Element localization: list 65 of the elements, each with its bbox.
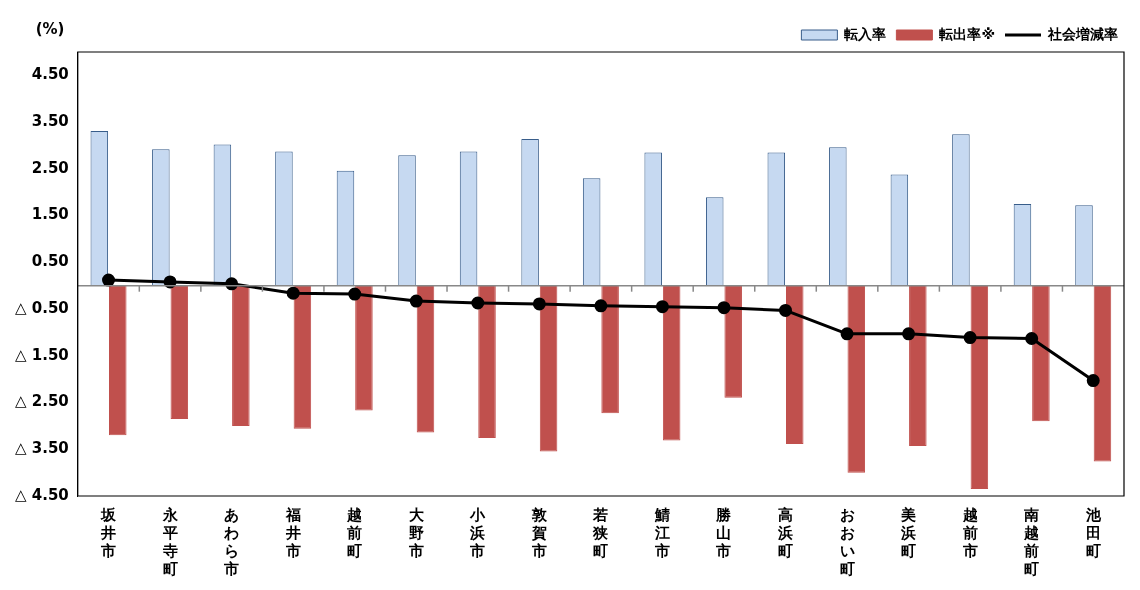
x-tick-label: 永平寺町 [161,505,179,578]
y-tick-label: 0.50 [31,252,69,271]
x-tick-label: 敦賀市 [530,505,548,560]
x-tick-label: おおい町 [839,505,855,578]
bar [1093,285,1112,462]
bar [109,285,127,436]
y-tick-label: 4.50 [31,65,69,84]
point [409,294,423,308]
x-tick-label: 小浜市 [469,505,487,560]
y-tick-label: 2.50 [31,158,69,177]
x-tick-label: 池田町 [1084,505,1102,560]
point [102,273,116,287]
bar [478,285,496,439]
point [348,287,362,301]
point [963,331,977,345]
x-tick-label: 高浜町 [777,505,794,560]
bar [601,285,619,414]
bar [970,285,989,489]
point [594,299,608,313]
legend-label: 転入率 [843,25,887,42]
x-tick-label: あわら市 [223,505,240,578]
x-tick-label: 福井市 [284,505,301,560]
bar [539,285,558,452]
y-tick-label: △ 4.50 [14,485,69,504]
y-tick-label: 1.50 [31,205,69,224]
point [655,300,669,314]
point [779,303,793,317]
point [163,275,177,289]
point [1086,374,1100,388]
y-tick-label: 3.50 [31,112,69,130]
bar [847,285,866,473]
bar [170,285,189,419]
bar [355,285,373,411]
legend-label: 社会増減率 [1047,25,1118,42]
bar [416,285,435,433]
bar [909,285,927,446]
x-tick-label: 美浜町 [900,505,917,560]
bar [232,285,250,426]
point [532,297,546,311]
y-axis-title: (%) [35,19,65,38]
point [471,296,485,310]
point [1025,332,1039,345]
y-tick-label: △ 1.50 [14,345,69,364]
x-tick-label: 鯖江市 [653,505,670,560]
x-tick-label: 大野市 [407,505,425,560]
bar [1032,285,1050,422]
y-tick-label: △ 2.50 [14,392,69,411]
bar [724,285,742,398]
y-tick-label: △ 3.50 [14,439,69,458]
y-tick-label: △ 0.50 [14,298,69,317]
x-tick-label: 南越前町 [1023,505,1040,578]
bar [293,285,312,429]
x-tick-label: 越前市 [961,505,978,560]
x-tick-label: 越前町 [346,505,363,560]
x-tick-label: 勝山市 [715,505,733,560]
bar [785,285,804,445]
point [902,327,916,341]
bar [662,285,681,441]
x-tick-label: 若狭町 [592,505,609,560]
point [286,286,300,300]
point [717,301,731,315]
point [840,327,854,341]
point [225,277,239,291]
x-tick-label: 坂井市 [100,505,118,560]
legend-label: 転出率※ [938,25,996,42]
